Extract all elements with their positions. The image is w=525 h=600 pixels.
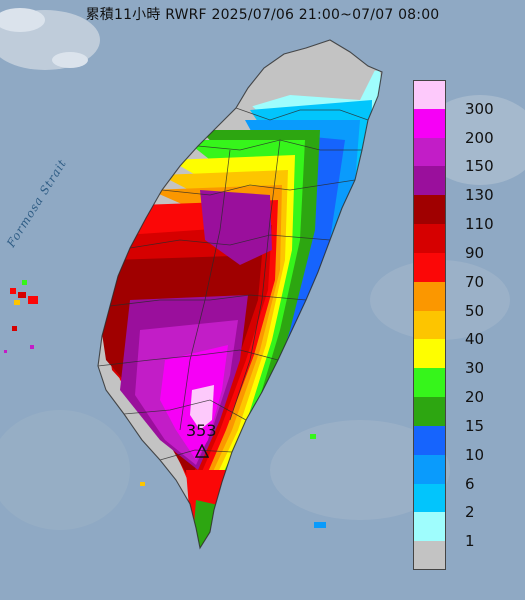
legend-swatch xyxy=(413,512,446,542)
legend-label: 90 xyxy=(465,243,485,262)
legend-row: 20 xyxy=(413,368,508,405)
legend-swatch xyxy=(413,454,446,484)
cloud-layer xyxy=(0,8,525,530)
legend-row: 300 xyxy=(413,80,508,117)
legend-label: 10 xyxy=(465,445,485,464)
legend-swatch xyxy=(413,252,446,282)
legend-label: 2 xyxy=(465,503,475,522)
legend-row: 150 xyxy=(413,137,508,174)
legend-row: 110 xyxy=(413,195,508,232)
legend-swatch xyxy=(413,80,446,109)
legend-label: 40 xyxy=(465,330,485,349)
legend-label: 130 xyxy=(465,186,494,205)
legend-label: 70 xyxy=(465,272,485,291)
legend-swatch xyxy=(413,483,446,513)
triangle-marker-icon xyxy=(195,444,209,458)
legend-swatch xyxy=(413,425,446,455)
legend-row: 200 xyxy=(413,108,508,146)
legend-swatch xyxy=(413,137,446,167)
legend-swatch xyxy=(413,166,446,196)
legend-swatch xyxy=(413,310,446,340)
legend-row: 50 xyxy=(413,281,508,319)
legend-row: 130 xyxy=(413,166,508,203)
legend-row: 10 xyxy=(413,425,508,463)
legend-label: 200 xyxy=(465,128,494,147)
legend-row: 70 xyxy=(413,252,508,290)
legend-swatch xyxy=(413,397,446,426)
sea-echo xyxy=(314,522,326,528)
legend-label: 1 xyxy=(465,532,475,551)
legend-row: 15 xyxy=(413,397,508,434)
legend-label: 30 xyxy=(465,359,485,378)
legend-label: 15 xyxy=(465,416,485,435)
legend-label: 50 xyxy=(465,301,485,320)
legend-row: 6 xyxy=(413,454,508,492)
legend-label: 300 xyxy=(465,99,494,118)
legend-row xyxy=(413,541,508,570)
legend-label: 6 xyxy=(465,474,475,493)
legend-label: 110 xyxy=(465,215,494,234)
county-boundaries xyxy=(97,39,383,550)
legend-row: 40 xyxy=(413,310,508,347)
legend-swatch xyxy=(413,541,446,570)
legend-row: 2 xyxy=(413,483,508,520)
sea-echo xyxy=(310,434,316,439)
legend-swatch xyxy=(413,339,446,369)
legend-label: 20 xyxy=(465,388,485,407)
legend-swatch xyxy=(413,281,446,311)
legend-row: 90 xyxy=(413,224,508,261)
legend-swatch xyxy=(413,368,446,398)
peak-value-label: 353 xyxy=(186,421,217,440)
map-title: 累積11小時 RWRF 2025/07/06 21:00~07/07 08:00 xyxy=(85,7,440,23)
legend-label: 150 xyxy=(465,157,494,176)
sea-echo xyxy=(140,482,145,486)
legend-swatch xyxy=(413,195,446,225)
legend-swatch xyxy=(413,108,446,138)
legend-row: 30 xyxy=(413,339,508,376)
penghu-islands xyxy=(4,280,38,353)
rainfall-legend: 300 200 150 130 110 90 70 50 40 30 20 15 10 6 2 1 xyxy=(413,80,508,570)
legend-row: 1 xyxy=(413,512,508,549)
legend-swatch xyxy=(413,224,446,253)
